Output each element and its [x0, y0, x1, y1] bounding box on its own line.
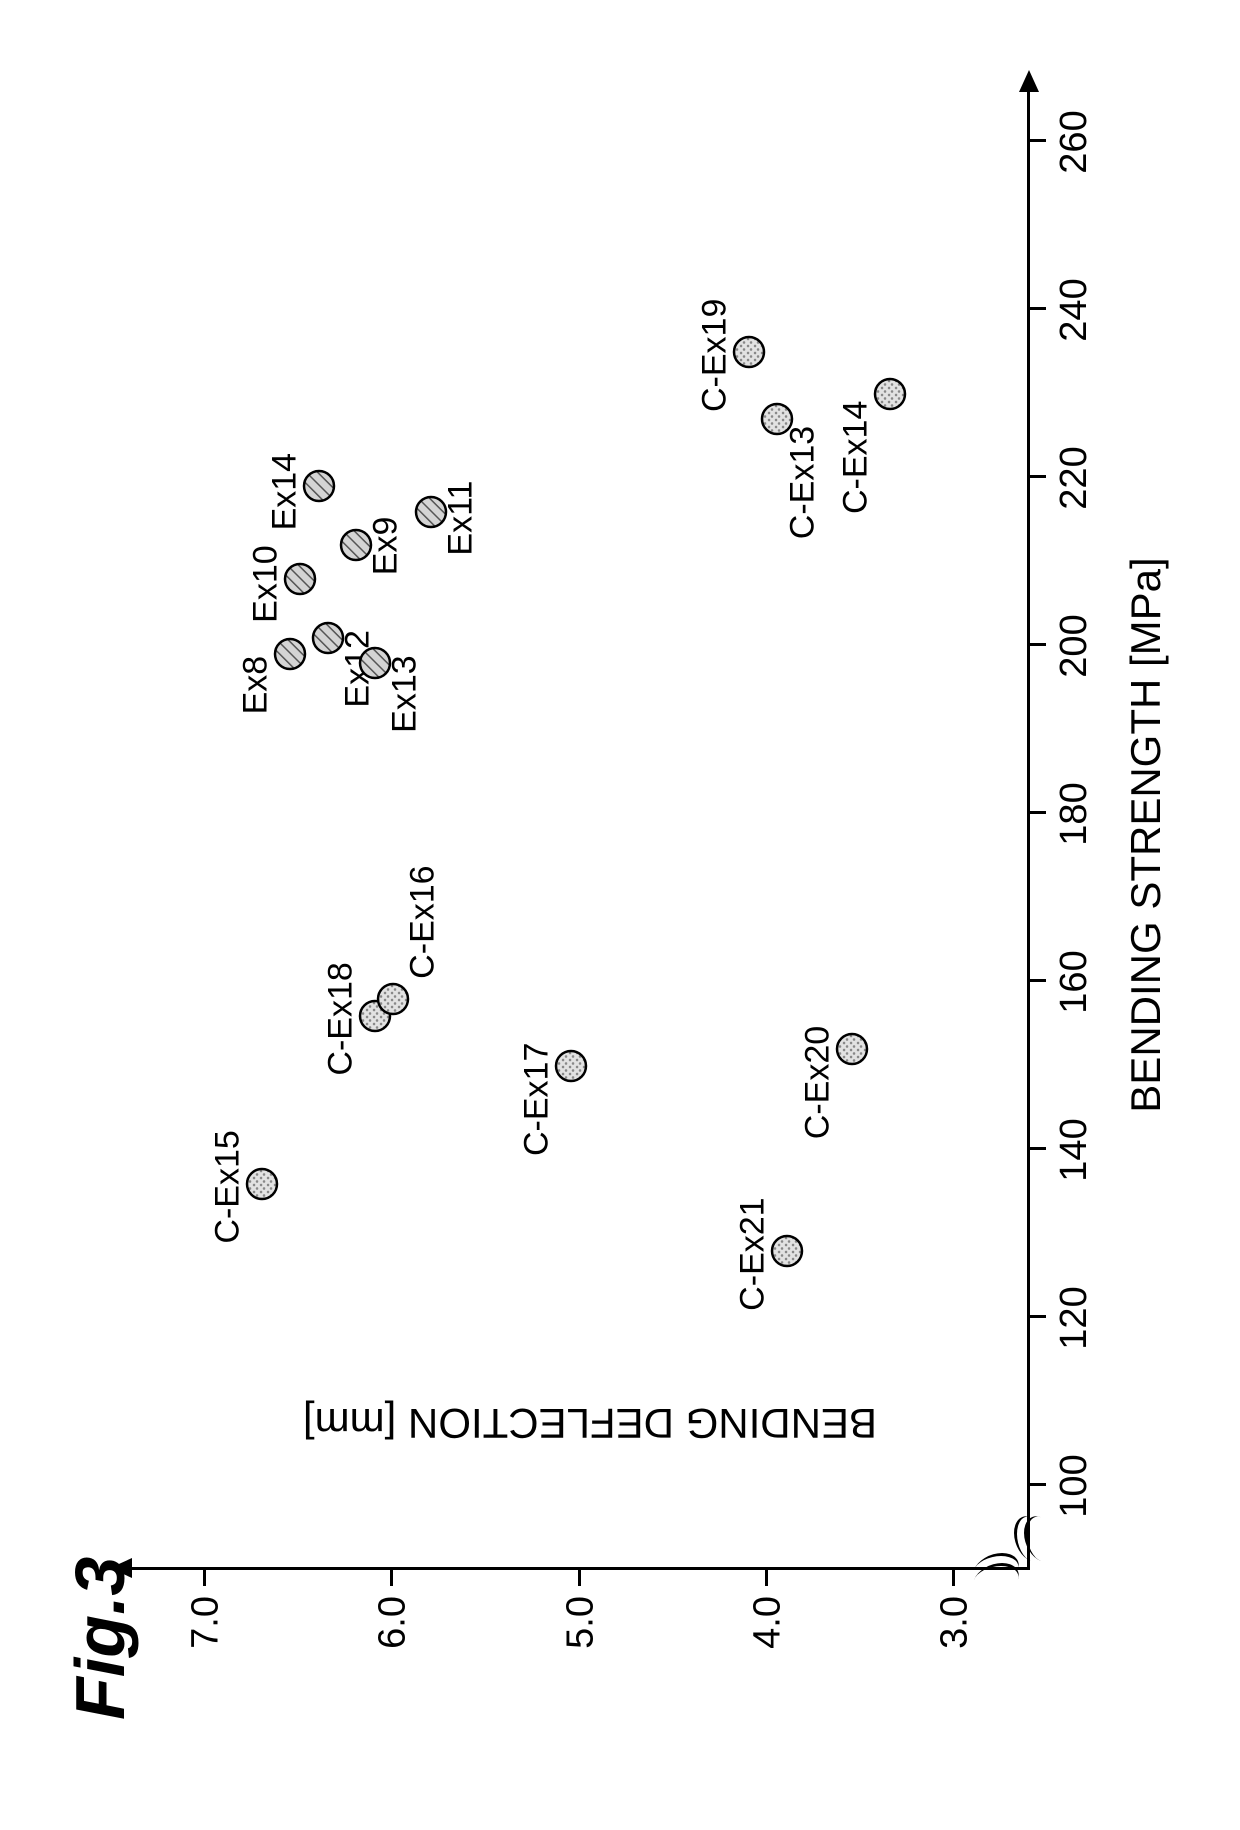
- x-tick: [1030, 475, 1046, 478]
- x-tick: [1030, 979, 1046, 982]
- y-axis-arrow-icon: [110, 1558, 132, 1578]
- data-point-label: C-Ex20: [799, 1026, 838, 1139]
- x-tick-label: 220: [1053, 446, 1096, 509]
- data-point-label: Ex8: [237, 656, 276, 715]
- data-point: [835, 1032, 869, 1066]
- data-point-label: C-Ex14: [836, 401, 875, 514]
- data-point-label: C-Ex17: [518, 1043, 557, 1156]
- y-axis-break-icon: [977, 1553, 1021, 1583]
- x-tick-label: 120: [1053, 1286, 1096, 1349]
- data-point: [273, 637, 307, 671]
- x-tick-label: 240: [1053, 278, 1096, 341]
- data-point: [770, 1234, 804, 1268]
- y-tick-label: 5.0: [559, 1596, 602, 1649]
- data-point-label: Ex13: [385, 655, 424, 733]
- data-point-label: C-Ex18: [321, 962, 360, 1075]
- scatter-plot: 1001201401601802002202402603.04.05.06.07…: [150, 100, 1030, 1570]
- x-tick-label: 200: [1053, 614, 1096, 677]
- x-axis-title: BENDING STRENGTH [MPa]: [1122, 557, 1170, 1112]
- x-tick: [1030, 307, 1046, 310]
- x-tick: [1030, 1147, 1046, 1150]
- x-tick: [1030, 643, 1046, 646]
- x-axis: [1027, 90, 1030, 1570]
- y-tick: [578, 1570, 581, 1586]
- y-tick: [390, 1570, 393, 1586]
- data-point: [873, 377, 907, 411]
- y-tick-label: 4.0: [746, 1596, 789, 1649]
- data-point: [554, 1049, 588, 1083]
- y-tick: [765, 1570, 768, 1586]
- x-tick-label: 100: [1053, 1454, 1096, 1517]
- x-tick: [1030, 811, 1046, 814]
- x-tick: [1030, 139, 1046, 142]
- x-tick-label: 160: [1053, 950, 1096, 1013]
- x-tick-label: 260: [1053, 110, 1096, 173]
- x-tick: [1030, 1483, 1046, 1486]
- y-tick: [203, 1570, 206, 1586]
- y-tick-label: 6.0: [372, 1596, 415, 1649]
- data-point: [376, 982, 410, 1016]
- y-tick-label: 7.0: [185, 1596, 228, 1649]
- x-axis-arrow-icon: [1019, 70, 1039, 92]
- data-point-label: C-Ex19: [696, 299, 735, 412]
- y-tick: [952, 1570, 955, 1586]
- x-tick-label: 140: [1053, 1118, 1096, 1181]
- figure-title: Fig.3: [60, 1557, 140, 1720]
- data-point-label: Ex9: [366, 517, 405, 576]
- data-point-label: Ex10: [246, 545, 285, 623]
- data-point-label: Ex11: [441, 481, 480, 556]
- y-axis-title: BENDING DEFLECTION [mm]: [303, 1399, 877, 1447]
- data-point: [302, 469, 336, 503]
- data-point-label: Ex14: [265, 453, 304, 531]
- data-point-label: C-Ex16: [404, 865, 443, 978]
- x-tick-label: 180: [1053, 782, 1096, 845]
- data-point-label: C-Ex13: [784, 426, 823, 539]
- data-point: [732, 335, 766, 369]
- y-tick-label: 3.0: [934, 1596, 977, 1649]
- x-axis-break-icon: [1014, 1514, 1044, 1558]
- data-point-label: C-Ex21: [733, 1197, 772, 1310]
- data-point: [245, 1167, 279, 1201]
- data-point-label: C-Ex15: [209, 1130, 248, 1243]
- data-point: [283, 562, 317, 596]
- x-tick: [1030, 1315, 1046, 1318]
